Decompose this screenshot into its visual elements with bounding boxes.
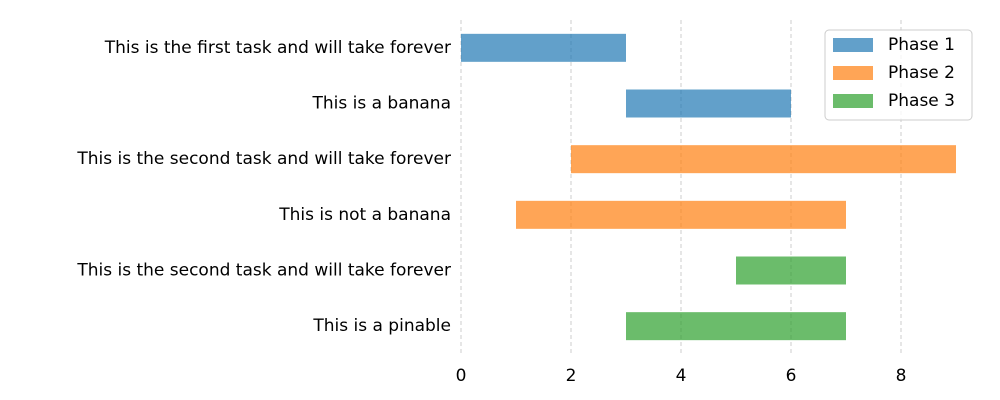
bar [626, 89, 791, 118]
legend-label: Phase 1 [888, 35, 955, 55]
legend: Phase 1 Phase 2 Phase 3 [824, 29, 973, 121]
bar [736, 256, 846, 285]
y-tick-label: This is a banana [311, 94, 451, 114]
legend-swatch [833, 94, 873, 108]
y-tick-label: This is a pinable [312, 316, 451, 336]
legend-label: Phase 2 [888, 63, 955, 83]
y-tick-label: This is the second task and will take fo… [76, 261, 451, 281]
legend-swatch [833, 66, 873, 80]
y-tick-label: This is the second task and will take fo… [76, 149, 451, 169]
bar [516, 200, 846, 229]
bar [626, 312, 846, 341]
bar [571, 145, 956, 174]
legend-label: Phase 3 [888, 91, 955, 111]
bar [461, 33, 626, 62]
y-tick-label: This is not a banana [278, 205, 451, 225]
y-tick-label: This is the first task and will take for… [104, 38, 451, 58]
x-tick-label: 4 [676, 366, 687, 386]
legend-swatch [833, 38, 873, 52]
x-tick-label: 6 [786, 366, 797, 386]
x-tick-label: 8 [896, 366, 907, 386]
x-tick-label: 2 [566, 366, 577, 386]
x-tick-label: 0 [456, 366, 467, 386]
